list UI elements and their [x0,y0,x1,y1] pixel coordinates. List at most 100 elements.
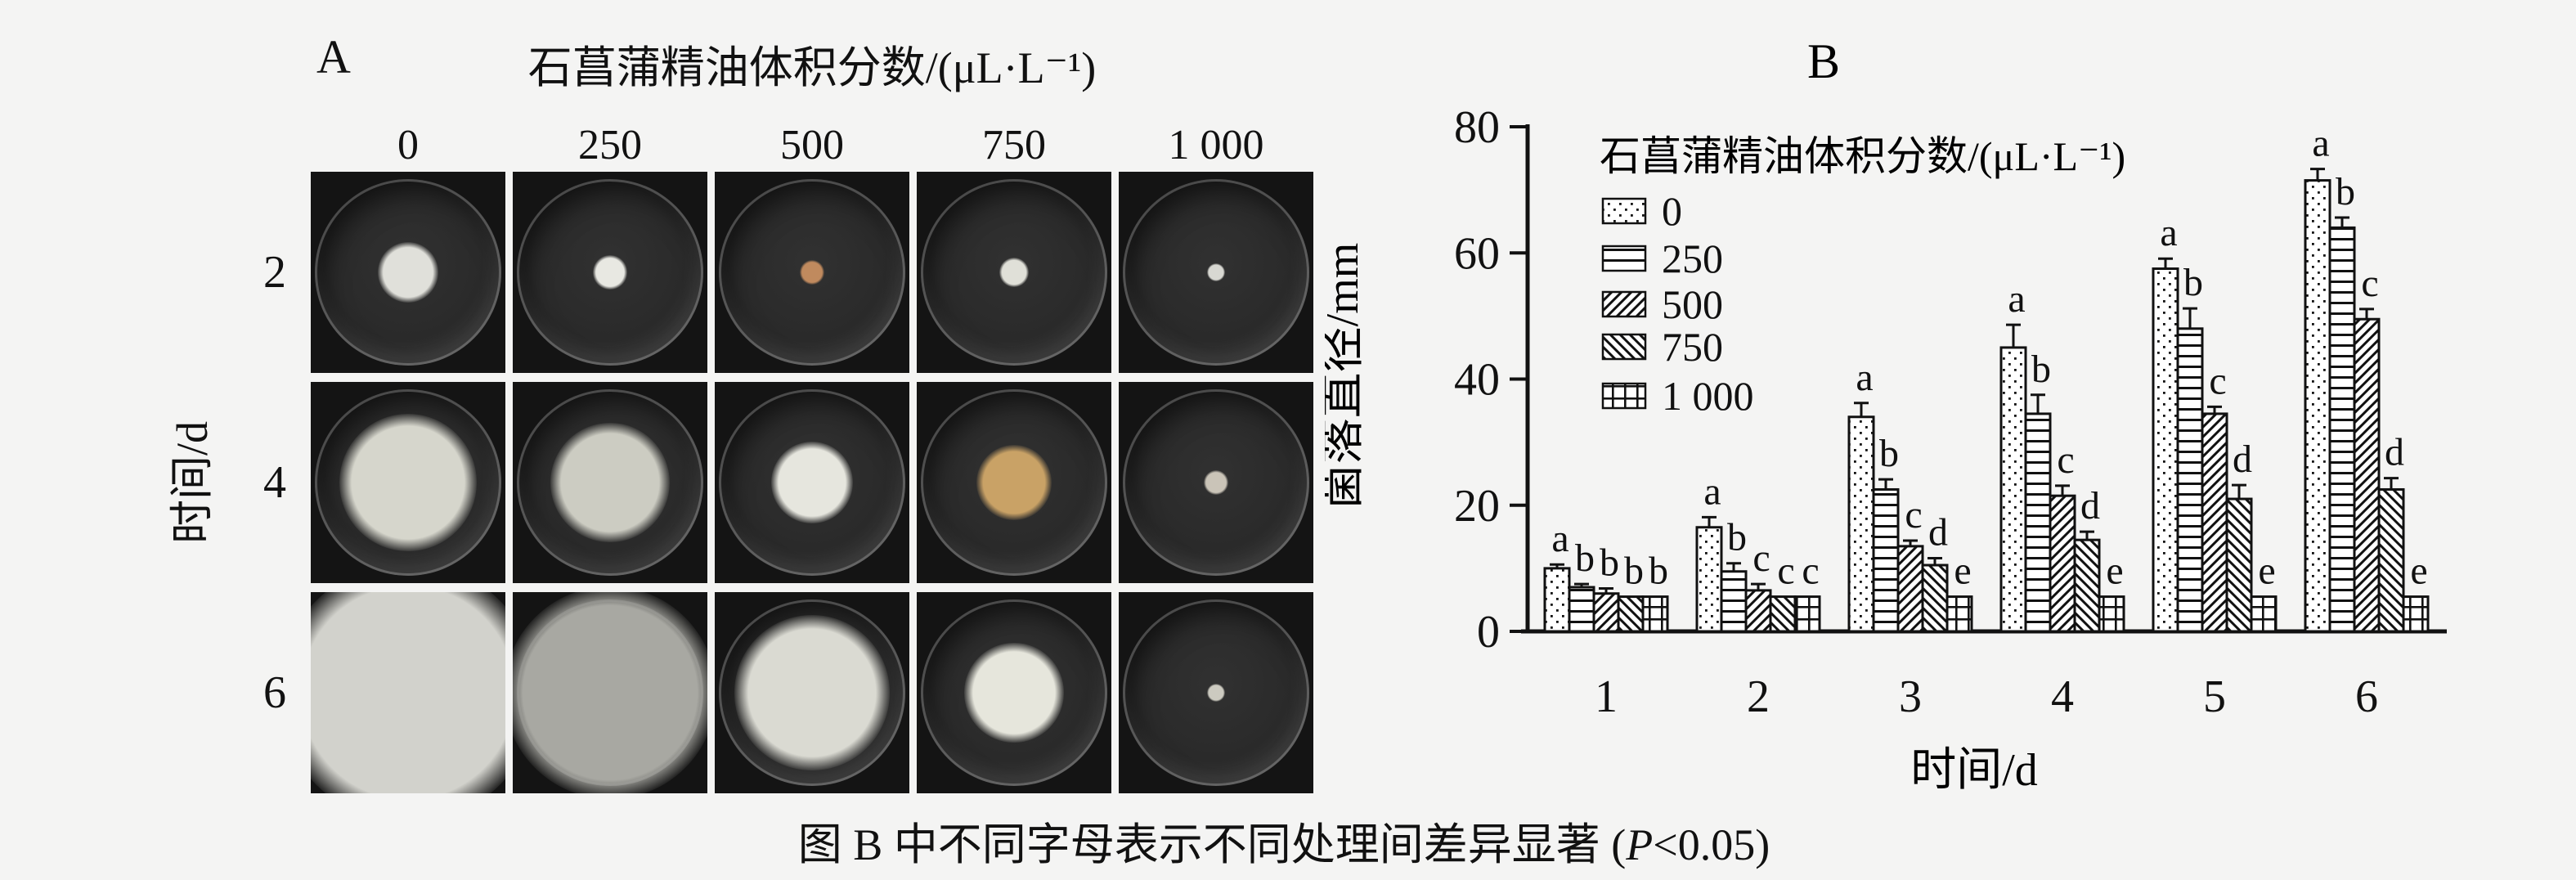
bar [2402,595,2430,633]
petri-dish [315,179,501,366]
bar [2073,538,2101,633]
bar [1896,545,1924,633]
significance-letter: b [1879,432,1899,475]
petri-dish-photo [311,592,505,793]
petri-dish [921,599,1107,786]
petri-dish-photo [1119,382,1313,583]
significance-letter: b [2336,170,2355,213]
petri-dish [315,389,501,576]
significance-letter: c [1752,537,1770,580]
bar [1847,415,1875,633]
significance-letter: e [2410,550,2427,593]
petri-dish [921,389,1107,576]
significance-letter: d [2233,438,2252,481]
significance-letter: a [2008,277,2025,321]
concentration-label: 750 [982,122,1046,168]
petri-dish-photo [715,592,909,793]
petri-dish-photo [311,172,505,373]
legend-label: 0 [1662,188,1682,234]
colony-diameter-bar-chart: B 菌落直径/mm 时间/d 石菖蒲精油体积分数/(μL·L⁻¹) 020406… [1325,34,2447,796]
significance-letter: c [1905,493,1922,537]
fungal-colony [339,414,477,551]
petri-dish [1123,599,1309,786]
figure-caption: 图 B 中不同字母表示不同处理间差异显著 (P<0.05) [572,808,1995,873]
petri-dish-photo [513,382,707,583]
bar [1720,570,1748,633]
petri-dish [719,179,905,366]
concentration-column-labels: 0 250 500 750 1 000 [246,121,1313,169]
panel-b-label: B [1807,34,1840,88]
bar [1999,346,2027,633]
petri-dish [719,389,905,576]
significance-letter: b [1600,541,1619,585]
petri-dish-photo [1119,592,1313,793]
fungal-colony [799,259,825,285]
petri-dish-photo [917,172,1111,373]
significance-letter: a [2312,122,2329,165]
bar [1793,595,1821,633]
time-row-label: 4 [263,457,286,508]
concentration-label: 1 000 [1168,122,1264,168]
bar [2098,595,2125,633]
time-axis-label: 时间/d [168,421,217,545]
caption-p-symbol: P [1626,820,1654,869]
bar [1617,595,1645,633]
time-row-label: 2 [263,247,286,298]
legend-swatch-dots [1601,197,1647,225]
significance-letter: c [1802,550,1819,593]
axes: 0 20 40 60 80 1 2 3 4 5 6 [1454,102,2447,722]
concentration-label: 250 [578,122,642,168]
y-tick-label: 20 [1454,481,1500,532]
petri-dish-photo [513,592,707,793]
time-row-label: 6 [263,667,286,718]
significance-letter: a [1703,469,1721,513]
significance-letter: b [2183,261,2203,304]
x-tick-label: 2 [1747,671,1770,722]
caption-text: 图 B 中不同字母表示不同处理间差异显著 ( [797,820,1627,869]
significance-letter: a [1551,517,1568,560]
significance-letter: c [2209,359,2226,402]
panel-a-label: A [316,30,351,83]
fungal-colony [513,592,707,793]
significance-letter: a [2160,211,2177,254]
legend-swatch-diag-forward [1601,290,1647,318]
fungal-colony [377,241,439,303]
fungal-colony [976,444,1052,521]
legend-label: 500 [1662,281,1723,327]
significance-letter: b [1575,537,1595,580]
significance-letter: b [2031,348,2051,391]
concentration-label: 500 [780,122,844,168]
bar [1641,595,1669,633]
x-axis-title: 时间/d [1910,745,2038,796]
legend-swatch-diag-back [1601,333,1647,361]
petri-dish [311,592,505,793]
bar [1744,589,1772,633]
bar [1695,526,1723,633]
fungal-colony [550,422,671,543]
petri-dish [1123,389,1309,576]
bar [2024,412,2052,633]
petri-dish [1123,179,1309,366]
bar [2250,595,2278,633]
bar [2049,494,2076,633]
fungal-colony [1206,263,1226,282]
significance-letter: c [2057,438,2074,482]
legend-swatch-hlines [1601,245,1647,272]
fungal-colony [1206,683,1226,703]
petri-dish-photo [917,592,1111,793]
petri-dish-photo [311,382,505,583]
significance-letter: c [2361,262,2378,305]
fungal-colony [771,442,853,523]
bar [2328,226,2356,633]
bar [1872,487,1900,633]
legend-title: 石菖蒲精油体积分数/(μL·L⁻¹) [1600,133,2125,179]
bar [2176,327,2204,633]
caption-text-end: <0.05) [1653,820,1770,869]
petri-dish-photo [715,382,909,583]
petri-dish [513,592,707,793]
bar [2225,497,2253,633]
y-tick-label: 0 [1477,607,1500,658]
